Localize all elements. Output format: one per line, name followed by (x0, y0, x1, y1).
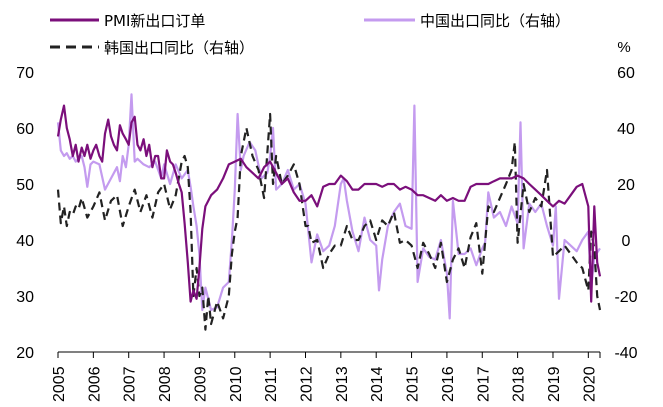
legend-label-pmi: PMI新出口订单 (104, 12, 205, 30)
x-tick-label: 2011 (263, 367, 280, 402)
right-tick-label: -20 (614, 289, 637, 306)
x-tick-label: 2008 (157, 366, 174, 402)
x-tick-label: 2017 (475, 366, 492, 402)
right-axis-ticks: -40 -20 0 20 40 60 (614, 65, 637, 362)
x-tick-label: 2007 (122, 366, 139, 402)
x-tick-label: 2006 (86, 366, 103, 402)
left-tick-label: 50 (16, 177, 34, 194)
x-axis: 2005 2006 2007 2008 2009 2010 2011 2012 2013 2014… (51, 351, 601, 402)
series-layer (56, 93, 602, 331)
left-tick-label: 30 (16, 289, 34, 306)
x-tick-label: 2009 (192, 366, 209, 402)
series-line-china (56, 93, 601, 320)
series-line-korea (56, 112, 602, 331)
right-axis-unit: % (617, 39, 630, 56)
right-tick-label: -40 (614, 345, 637, 362)
legend: PMI新出口订单 中国出口同比（右轴） 韩国出口同比（右轴） (50, 12, 570, 57)
left-axis-ticks: 20 30 40 50 60 70 (16, 65, 34, 362)
x-tick-label: 2020 (581, 366, 598, 402)
x-tick-label: 2012 (298, 366, 315, 402)
right-tick-label: 0 (622, 233, 631, 250)
legend-label-china: 中国出口同比（右轴） (420, 12, 570, 30)
series-line-pmi (56, 104, 602, 303)
left-tick-label: 70 (16, 65, 34, 82)
x-tick-label: 2016 (440, 366, 457, 402)
x-tick-label: 2010 (228, 366, 245, 402)
left-tick-label: 20 (16, 345, 34, 362)
right-tick-label: 60 (617, 65, 635, 82)
right-tick-label: 40 (617, 121, 635, 138)
x-tick-label: 2015 (405, 366, 422, 402)
x-tick-label: 2018 (511, 366, 528, 402)
legend-label-korea: 韩国出口同比（右轴） (104, 39, 254, 57)
left-tick-label: 60 (16, 121, 34, 138)
x-tick-label: 2013 (334, 366, 351, 402)
right-tick-label: 20 (617, 177, 635, 194)
x-tick-label: 2005 (51, 366, 68, 402)
left-tick-label: 40 (16, 233, 34, 250)
x-tick-label: 2019 (546, 366, 563, 402)
x-tick-label: 2014 (369, 366, 386, 402)
